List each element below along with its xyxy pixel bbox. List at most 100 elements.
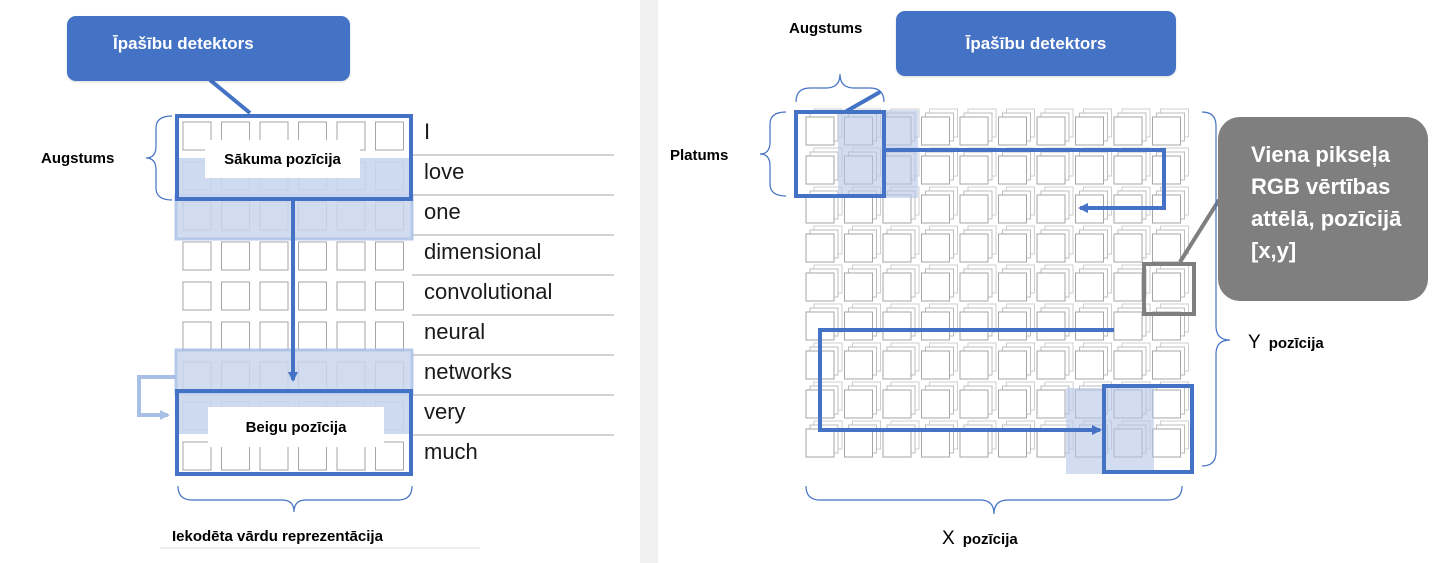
detector-frame [794, 110, 886, 198]
pixel-cell [921, 420, 958, 458]
end-position-tag: Beigu pozīcija [208, 407, 384, 447]
left-callout-text: Īpašību detektors [113, 33, 254, 53]
pixel-cell [1036, 147, 1074, 185]
pixel-cell [921, 264, 958, 302]
pixel-cell [998, 303, 1035, 341]
pixel-cell [1113, 342, 1151, 380]
pixel-cell [998, 342, 1035, 380]
pixel-callout-line-4: [x,y] [1251, 238, 1297, 263]
embedding-cell [336, 321, 366, 351]
right-callout-text: Īpašību detektors [965, 33, 1107, 53]
pixel-callout-line-1: Viena pikseļa [1251, 142, 1391, 167]
word-2: one [424, 199, 461, 224]
pixel-cell [805, 186, 843, 224]
end-detector-frame [1102, 384, 1194, 474]
word-1: love [424, 159, 465, 184]
pixel-cell [805, 264, 843, 302]
x-position-text: pozīcija [962, 531, 1018, 548]
embedding-cell [182, 241, 212, 271]
pixel-cell [921, 147, 958, 185]
y-letter: Y [1248, 332, 1261, 353]
word-5: neural [424, 319, 486, 344]
encoded-words-label: Iekodēta vārdu reprezentācija [172, 528, 383, 545]
right-height-label: Augstums [789, 20, 863, 37]
pixel-cell [805, 108, 843, 146]
word-4: convolutional [424, 279, 553, 304]
embedding-cell [259, 281, 289, 311]
detector-shadow [838, 110, 918, 198]
word-3: dimensional [424, 239, 542, 264]
pixel-cell [882, 225, 920, 263]
pixel-cell [959, 303, 997, 341]
pixel-cell [1075, 225, 1112, 263]
pixel-cell [1036, 225, 1074, 263]
detector-overlays [137, 73, 1231, 549]
pixel-cell [1152, 342, 1189, 380]
pixel-cell [1152, 186, 1189, 224]
pixel-cell [998, 420, 1035, 458]
embedding-cell [298, 241, 327, 271]
pixel-cell [805, 420, 843, 458]
pixel-cell [1152, 264, 1189, 302]
pixel-cell [1113, 225, 1151, 263]
start-position-tag: Sākuma pozīcija [205, 140, 360, 178]
pixel-cell [1152, 225, 1189, 263]
pixel-callout-pointer [1178, 198, 1221, 264]
right-callout-pointer [844, 90, 881, 114]
embedding-cell [375, 321, 404, 351]
highlighted-pixel [1142, 262, 1196, 316]
pixel-cell [959, 186, 997, 224]
height-brace-right [795, 73, 885, 103]
pixel-cell [1075, 264, 1112, 302]
pixel-cell [1113, 108, 1151, 146]
pixel-cell [1036, 303, 1074, 341]
pixel-cell [882, 342, 920, 380]
word-0: I [424, 119, 431, 144]
embedding-cell [182, 441, 212, 471]
left-detector-callout: Īpašību detektors [67, 16, 350, 81]
pixel-cell [882, 264, 920, 302]
embedding-cell [375, 121, 404, 151]
pixel-cell [882, 381, 920, 419]
pixel-cell [959, 147, 997, 185]
pixel-cell [998, 264, 1035, 302]
pixel-cell [998, 108, 1035, 146]
word-separator-lines [412, 154, 614, 436]
embedding-cell [259, 321, 289, 351]
pixel-cell [1152, 303, 1189, 341]
pixel-cell [921, 225, 958, 263]
pixel-cell [844, 381, 881, 419]
x-brace [805, 485, 1183, 515]
pixel-cell [805, 342, 843, 380]
right-detector-callout: Īpašību detektors [896, 11, 1176, 76]
pixel-cell [805, 147, 843, 185]
pixel-cell [1075, 108, 1112, 146]
pixel-cell [1075, 186, 1112, 224]
right-width-label: Platums [670, 147, 729, 164]
pixel-cell [1036, 342, 1074, 380]
pixel-cell [844, 264, 881, 302]
pixel-cell [882, 420, 920, 458]
pixel-cell [1152, 420, 1189, 458]
embedding-cell [336, 241, 366, 271]
pixel-cell [959, 420, 997, 458]
pixel-cell [1036, 108, 1074, 146]
embedding-cell [298, 321, 327, 351]
pixel-cell [998, 147, 1035, 185]
height-brace [145, 115, 173, 201]
embedding-cell [182, 281, 212, 311]
embedding-cell [298, 281, 327, 311]
pixel-cell [959, 342, 997, 380]
pixel-cell [998, 381, 1035, 419]
y-position-text: pozīcija [1268, 335, 1324, 352]
bottom-brace [177, 485, 413, 513]
embedding-cell [336, 281, 366, 311]
pixel-cell [1075, 303, 1112, 341]
pixel-cell [1152, 147, 1189, 185]
embedding-cell [221, 281, 250, 311]
pixel-cell [1036, 381, 1074, 419]
panel-divider [640, 0, 658, 563]
